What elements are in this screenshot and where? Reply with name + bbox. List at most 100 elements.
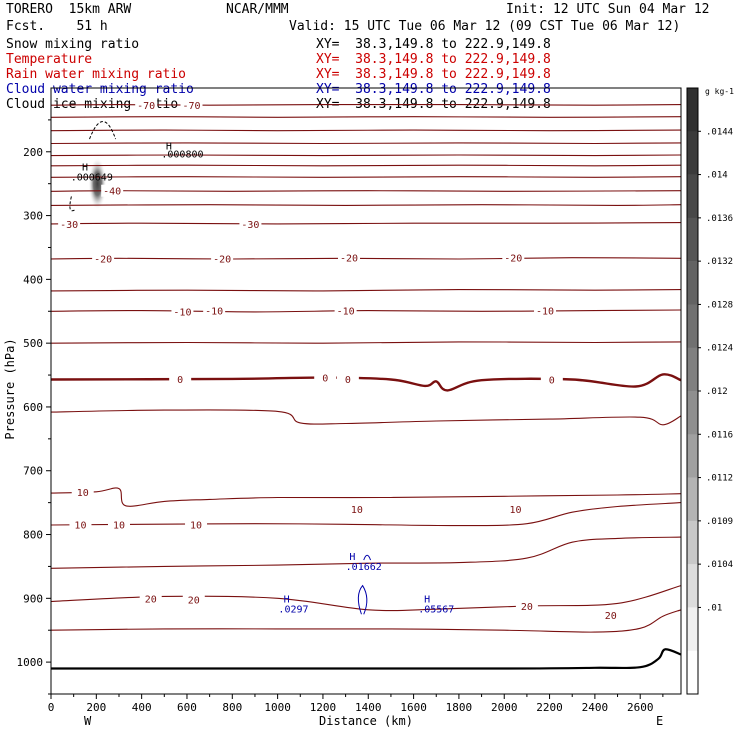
extremum-label: H <box>424 594 430 605</box>
temperature-contour-label: -10 <box>536 307 554 318</box>
terrain-line <box>51 648 682 670</box>
temperature-contour-label: 20 <box>605 611 617 622</box>
legend-label-cloud-water: Cloud water mixing ratio <box>6 82 194 97</box>
x-axis-label: Distance (km) <box>319 714 413 728</box>
plot-frame <box>50 87 682 695</box>
colorbar-swatch <box>687 88 698 132</box>
x-tick-label: 1800 <box>446 701 473 714</box>
temperature-contour-label: 20 <box>145 594 157 605</box>
snow-contour-upper <box>89 120 117 140</box>
contour-label-bg <box>504 503 527 516</box>
colorbar-label: .0124 <box>706 344 733 354</box>
contour-label-bg <box>534 304 557 317</box>
snow-contour-lower <box>69 196 77 212</box>
temperature-contour-label: 0 <box>345 375 351 386</box>
contour-label-bg <box>169 372 192 385</box>
temperature-contour-label: -20 <box>213 254 231 265</box>
freezing-level-isotherm <box>50 373 682 392</box>
colorbar-swatch <box>687 607 698 652</box>
y-tick-label: 600 <box>23 401 43 414</box>
west-end-label: W <box>84 714 92 728</box>
temperature-isotherm-7 <box>50 190 682 192</box>
contour-label-bg <box>180 99 203 112</box>
colorbar-swatch <box>687 520 698 565</box>
temperature-contour-label: -30 <box>60 220 78 231</box>
x-tick-label: 2000 <box>491 701 518 714</box>
x-tick-label: 1600 <box>400 701 427 714</box>
legend-xy-cloud-water: XY= 38.3,149.8 to 222.9,149.8 <box>316 82 551 97</box>
axes: 0 200 400 600 800 1000 1200 1400 1600 1800 2000 220… <box>17 119 664 714</box>
temperature-contour-label: -10 <box>337 307 355 318</box>
temperature-isotherm-11 <box>50 289 682 292</box>
x-tick-label: 1200 <box>310 701 337 714</box>
temperature-isotherm-2 <box>50 129 682 132</box>
temperature-contour-label: -10 <box>205 307 223 318</box>
temperature-isotherm-15 <box>50 487 682 507</box>
contour-label-bg <box>69 518 92 531</box>
temperature-isotherm-18 <box>50 585 682 612</box>
contour-label-bg <box>185 518 208 531</box>
init-time: Init: 12 UTC Sun 04 Mar 12 <box>506 2 710 17</box>
legend-label-rain: Rain water mixing ratio <box>6 67 187 82</box>
x-tick-label: 0 <box>48 701 55 714</box>
temperature-isotherm-6 <box>50 176 682 178</box>
colorbar-label: .0116 <box>706 430 733 440</box>
y-tick-label: 900 <box>23 592 43 605</box>
y-tick-label: 500 <box>23 337 43 350</box>
temperature-contours <box>50 103 682 670</box>
colorbar-label: .0132 <box>706 257 733 267</box>
x-tick-label: 2200 <box>536 701 563 714</box>
colorbar-unit: g kg-1 <box>705 87 734 96</box>
contour-label-bg <box>71 485 94 498</box>
y-tick-label: 300 <box>23 210 43 223</box>
temperature-isotherm-16 <box>50 502 682 527</box>
x-tick-label: 1000 <box>264 701 291 714</box>
model-title: TORERO 15km ARW <box>6 2 132 17</box>
temperature-contour-label: 10 <box>510 505 522 516</box>
temperature-contour-label: -20 <box>340 254 358 265</box>
center-label: NCAR/MMM <box>226 2 289 17</box>
temperature-contour-label: 20 <box>521 602 533 613</box>
temperature-isotherm-14 <box>50 409 682 426</box>
extremum-label: H <box>82 162 88 173</box>
temperature-isotherm-3 <box>50 142 682 145</box>
colorbar-swatch <box>687 174 698 219</box>
x-tick-label: 1400 <box>355 701 382 714</box>
contour-label-bg <box>203 304 226 317</box>
y-tick-label: 1000 <box>17 656 44 669</box>
temperature-isotherm-12 <box>50 309 682 313</box>
legend-label-temperature: Temperature <box>6 52 93 67</box>
contour-label-bg <box>182 593 205 606</box>
temperature-isotherm-0 <box>50 103 682 106</box>
contour-label-bg <box>336 372 359 385</box>
contour-label-bg <box>211 252 234 265</box>
temperature-contour-label: 0 <box>549 376 555 387</box>
temperature-isotherm-5 <box>50 164 682 167</box>
contour-label-bg <box>239 217 262 230</box>
x-tick-label: 200 <box>86 701 106 714</box>
temperature-isotherm-10 <box>50 257 682 260</box>
y-tick-label: 400 <box>23 273 43 286</box>
x-tick-label: 600 <box>177 701 197 714</box>
x-tick-label: 2600 <box>627 701 654 714</box>
colorbar-swatch <box>687 261 698 305</box>
colorbar-label: .0128 <box>706 300 733 310</box>
temperature-contour-label: 20 <box>188 596 200 607</box>
contour-label-bg <box>171 305 194 318</box>
y-tick-label: 200 <box>23 146 43 159</box>
y-tick-label: 700 <box>23 465 43 478</box>
x-tick-label: 400 <box>132 701 152 714</box>
cloud-water-contour <box>357 584 368 615</box>
extremum-label: .05567 <box>418 605 454 616</box>
temperature-isotherm-17 <box>50 536 682 569</box>
forecast-hour: Fcst. 51 h <box>6 19 108 34</box>
colorbar-swatch <box>687 217 698 262</box>
x-tick-label: 800 <box>222 701 242 714</box>
cloud-water-contour-upper <box>363 554 372 561</box>
colorbar-label: .0136 <box>706 214 733 224</box>
colorbar-swatch <box>687 131 698 175</box>
colorbar-swatch <box>687 650 698 695</box>
temperature-contour-label: -40 <box>103 187 121 198</box>
temperature-contour-label: 10 <box>77 488 89 499</box>
